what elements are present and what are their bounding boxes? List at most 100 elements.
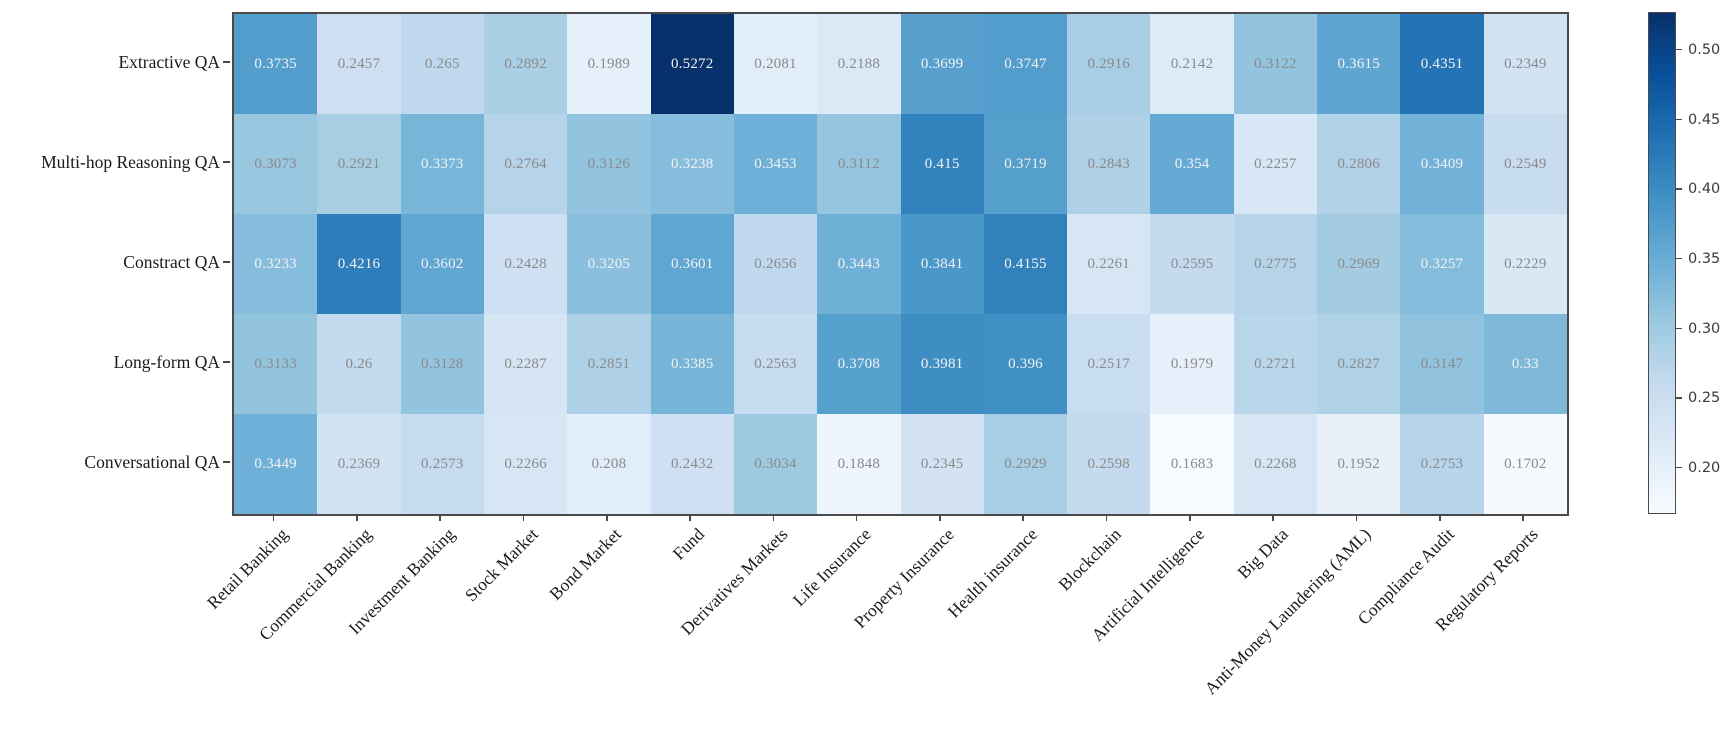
colorbar-tick-label: 0.20 [1688,459,1721,476]
heatmap-cell: 0.2257 [1233,114,1318,214]
colorbar-tick-mark [1676,118,1682,121]
heatmap-cell: 0.3841 [900,214,984,314]
x-tick-mark [522,514,525,521]
x-tick-mark [939,514,941,521]
heatmap-cell: 0.3233 [234,214,318,314]
heatmap-cell: 0.3699 [900,14,984,114]
heatmap-cell: 0.3981 [900,314,984,414]
heatmap-cell: 0.1848 [817,414,901,514]
colorbar-tick-label: 0.25 [1688,390,1721,407]
heatmap-cell: 0.2598 [1067,414,1151,514]
heatmap-cell: 0.2369 [317,414,401,514]
heatmap-cell: 0.3112 [817,114,901,214]
column-label: Health insurance [943,524,1042,622]
row-label: Long-form QA [113,352,220,372]
heatmap-cell: 0.3719 [983,114,1068,214]
heatmap-cell: 0.2916 [1067,14,1151,114]
heatmap-cell: 0.2229 [1483,214,1567,314]
heatmap-cell: 0.3735 [234,14,318,114]
heatmap-cell: 0.2929 [983,414,1068,514]
x-tick-mark [689,514,691,521]
colorbar-tick-mark [1676,397,1682,399]
heatmap-cell: 0.3257 [1400,214,1484,314]
heatmap-cell: 0.5272 [650,14,734,114]
heatmap-cell: 0.3238 [650,114,734,214]
colorbar-tick-mark [1676,48,1682,51]
x-tick-mark [1022,514,1025,521]
heatmap-cell: 0.3122 [1233,14,1318,114]
heatmap-cell: 0.2921 [317,114,401,214]
x-tick-mark [772,514,775,521]
x-tick-mark [272,514,275,521]
heatmap-cell: 0.3601 [650,214,734,314]
y-tick-mark [223,261,230,263]
colorbar-tick-label: 0.50 [1688,41,1721,58]
x-tick-mark [355,514,358,521]
x-tick-mark [1355,514,1358,521]
colorbar-tick-mark [1676,466,1682,469]
heatmap-cell: 0.4155 [983,214,1068,314]
heatmap-cell: 0.3409 [1400,114,1484,214]
heatmap-cell: 0.2892 [483,14,568,114]
heatmap-cell: 0.2753 [1400,414,1484,514]
heatmap-cell: 0.2969 [1317,214,1401,314]
heatmap-cell: 0.2349 [1483,14,1567,114]
heatmap-cell: 0.1989 [567,14,651,114]
heatmap-cell: 0.2266 [483,414,568,514]
heatmap-cell: 0.3615 [1317,14,1401,114]
colorbar-tick-label: 0.30 [1688,320,1721,337]
heatmap-cell: 0.2721 [1233,314,1318,414]
column-label: Fund [668,524,709,564]
heatmap-cell: 0.265 [400,14,484,114]
heatmap-cell: 0.4216 [317,214,401,314]
heatmap-cell: 0.2549 [1483,114,1567,214]
column-label: Stock Market [460,524,542,606]
colorbar-tick-label: 0.35 [1688,250,1721,267]
heatmap-cell: 0.2081 [733,14,818,114]
heatmap-cell: 0.3453 [733,114,818,214]
y-tick-mark [223,361,230,363]
heatmap-cell: 0.2595 [1150,214,1234,314]
heatmap-cell: 0.2142 [1150,14,1234,114]
heatmap-cell: 0.1702 [1483,414,1567,514]
colorbar-tick-mark [1676,327,1682,330]
heatmap-cell: 0.3128 [400,314,484,414]
heatmap-cell: 0.3385 [650,314,734,414]
x-tick-mark [1189,514,1191,521]
heatmap-cell: 0.396 [983,314,1068,414]
heatmap-cell: 0.2188 [817,14,901,114]
heatmap-cell: 0.2573 [400,414,484,514]
colorbar-tick-mark [1676,257,1682,260]
row-label: Extractive QA [118,52,220,72]
x-tick-mark [855,514,858,521]
heatmap-cell: 0.2775 [1233,214,1318,314]
heatmap-cell: 0.3443 [817,214,901,314]
heatmap-cell: 0.2432 [650,414,734,514]
heatmap-cell: 0.2457 [317,14,401,114]
heatmap-cell: 0.2287 [483,314,568,414]
heatmap-cell: 0.4351 [1400,14,1484,114]
column-label: Anti-Money Laundering (AML) [1200,524,1375,699]
y-tick-mark [223,461,230,463]
heatmap-cell: 0.2345 [900,414,984,514]
heatmap-cell: 0.3034 [733,414,818,514]
heatmap-cell: 0.33 [1483,314,1567,414]
heatmap-cell: 0.2563 [733,314,818,414]
heatmap-cell: 0.3708 [817,314,901,414]
heatmap-cell: 0.415 [900,114,984,214]
heatmap-cell: 0.3602 [400,214,484,314]
heatmap-cell: 0.1952 [1317,414,1401,514]
x-tick-mark [1439,514,1441,521]
column-label: Big Data [1233,524,1292,583]
heatmap-cell: 0.2517 [1067,314,1151,414]
column-label: Blockchain [1054,524,1125,595]
heatmap-cell: 0.2428 [483,214,568,314]
heatmap-cell: 0.3133 [234,314,318,414]
heatmap-cell: 0.2843 [1067,114,1151,214]
heatmap-cell: 0.3126 [567,114,651,214]
heatmap-cell: 0.1979 [1150,314,1234,414]
heatmap-cell: 0.208 [567,414,651,514]
x-tick-mark [439,514,441,521]
heatmap-cell: 0.1683 [1150,414,1234,514]
heatmap-cell: 0.3373 [400,114,484,214]
